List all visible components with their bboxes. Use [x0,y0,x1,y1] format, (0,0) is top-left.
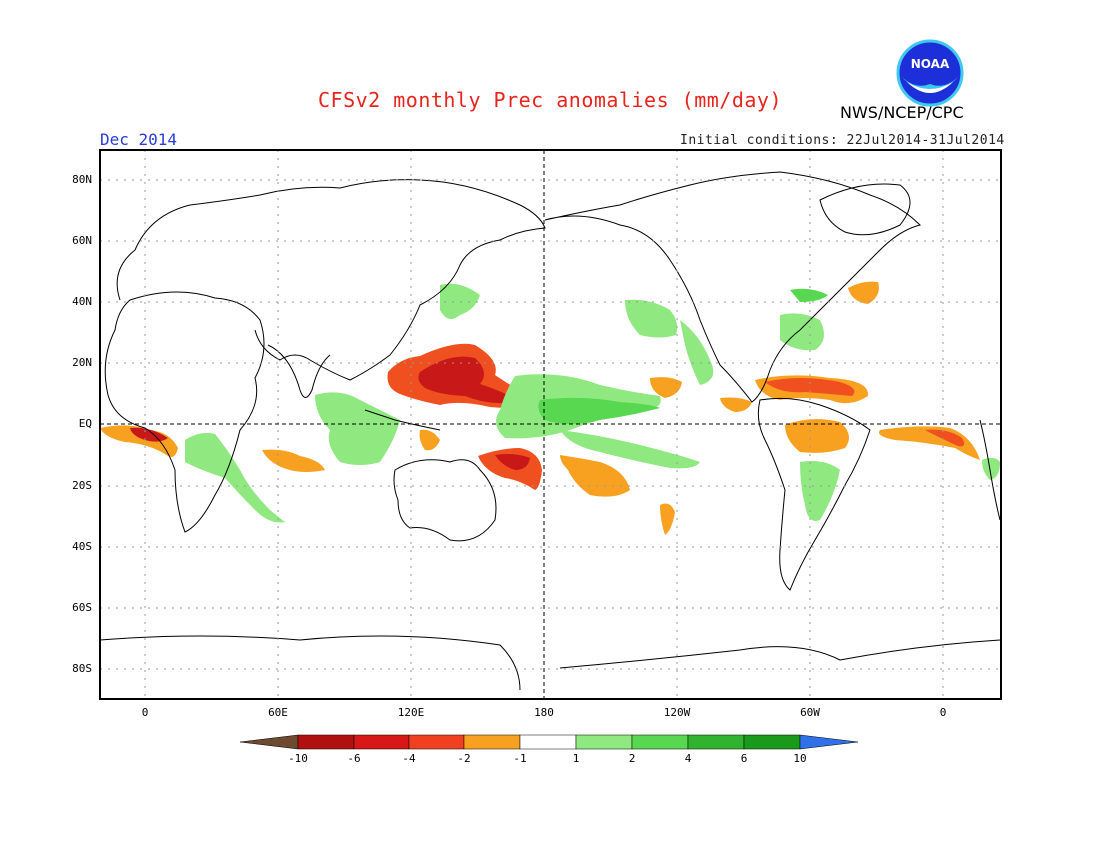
lat-label: 40S [72,540,92,553]
colorbar-swatch [743,734,801,750]
colorbar-low-arrow [239,734,299,750]
colorbar-swatch [353,734,410,750]
agency-label: NWS/NCEP/CPC [840,103,964,122]
colorbar-label: 10 [793,752,807,765]
colorbar-high-arrow [799,734,859,750]
forecast-month: Dec 2014 [100,130,178,149]
lat-lon-grid [100,150,1001,699]
lat-label: 60S [72,601,92,614]
equator-dateline [100,150,1001,699]
colorbar-swatch [631,734,689,750]
lat-label: 20N [72,356,92,369]
lat-label: 80S [72,662,92,675]
lat-label: 60N [72,234,92,247]
colorbar-label: 1 [572,752,580,765]
map-title: CFSv2 monthly Prec anomalies (mm/day) [317,88,783,112]
lon-label: 120W [663,706,691,719]
colorbar-swatch [519,734,577,750]
colorbar-label: -4 [402,752,416,765]
lon-label: 60W [800,706,820,719]
colorbar-label: 6 [740,752,748,765]
noaa-logo: NOAA [896,39,964,107]
lat-label: 20S [72,479,92,492]
colorbar-label: -6 [347,752,361,765]
lat-label: 40N [72,295,92,308]
colorbar-swatch [687,734,745,750]
coastlines [99,171,1001,691]
colorbar-label: 4 [684,752,692,765]
colorbar-swatch [463,734,521,750]
colorbar-label: 2 [628,752,636,765]
lat-label: 80N [72,173,92,186]
wet-anomaly-areas [185,283,1000,523]
initial-conditions: Initial conditions: 22Jul2014-31Jul2014 [680,133,1005,148]
noaa-logo-text: NOAA [911,57,950,71]
colorbar-swatch [575,734,633,750]
lon-label: 0 [939,706,947,719]
colorbar-swatch [408,734,465,750]
colorbar-label: -1 [513,752,527,765]
colorbar-swatch [297,734,355,750]
lon-label: 0 [141,706,149,719]
lat-label: EQ [78,417,92,430]
colorbar-label: -10 [288,752,308,765]
lon-label: 180 [534,706,554,719]
colorbar-label: -2 [457,752,471,765]
lon-label: 60E [268,706,288,719]
dry-anomaly-areas [100,281,980,535]
lon-label: 120E [397,706,425,719]
